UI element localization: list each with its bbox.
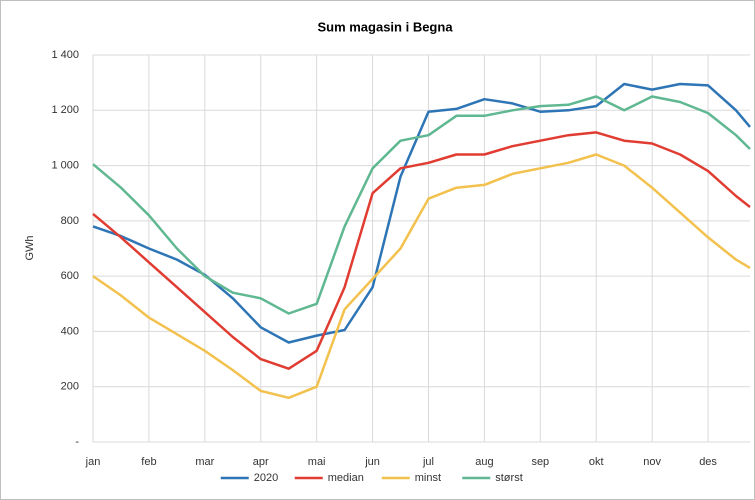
x-tick-label: mai xyxy=(308,456,326,468)
x-tick-label: sep xyxy=(531,456,549,468)
x-tick-label: jun xyxy=(364,456,380,468)
y-axis-label: GWh xyxy=(24,235,36,260)
x-tick-label: feb xyxy=(141,456,156,468)
y-tick-label: 1 400 xyxy=(51,49,79,61)
x-tick-label: okt xyxy=(589,456,604,468)
series-line xyxy=(92,153,751,400)
x-tick-label: jan xyxy=(85,456,101,468)
x-tick-label: mar xyxy=(195,456,214,468)
legend-label: minst xyxy=(415,472,441,484)
y-tick-label: 400 xyxy=(61,325,79,337)
y-tick-label: 600 xyxy=(61,270,79,282)
y-tick-label: 200 xyxy=(61,381,79,393)
x-tick-label: jul xyxy=(422,456,434,468)
x-tick-label: nov xyxy=(643,456,661,468)
x-tick-label: des xyxy=(699,456,717,468)
y-tick-label: - xyxy=(75,436,79,448)
legend-label: størst xyxy=(495,472,523,484)
x-tick-label: aug xyxy=(475,456,493,468)
series-line xyxy=(92,95,751,315)
legend-label: 2020 xyxy=(254,472,278,484)
x-tick-label: apr xyxy=(253,456,269,468)
legend-label: median xyxy=(328,472,364,484)
chart-title: Sum magasin i Begna xyxy=(317,19,453,34)
y-tick-label: 1 200 xyxy=(51,104,79,116)
y-tick-label: 1 000 xyxy=(51,159,79,171)
series-line xyxy=(92,131,751,370)
y-tick-label: 800 xyxy=(61,215,79,227)
